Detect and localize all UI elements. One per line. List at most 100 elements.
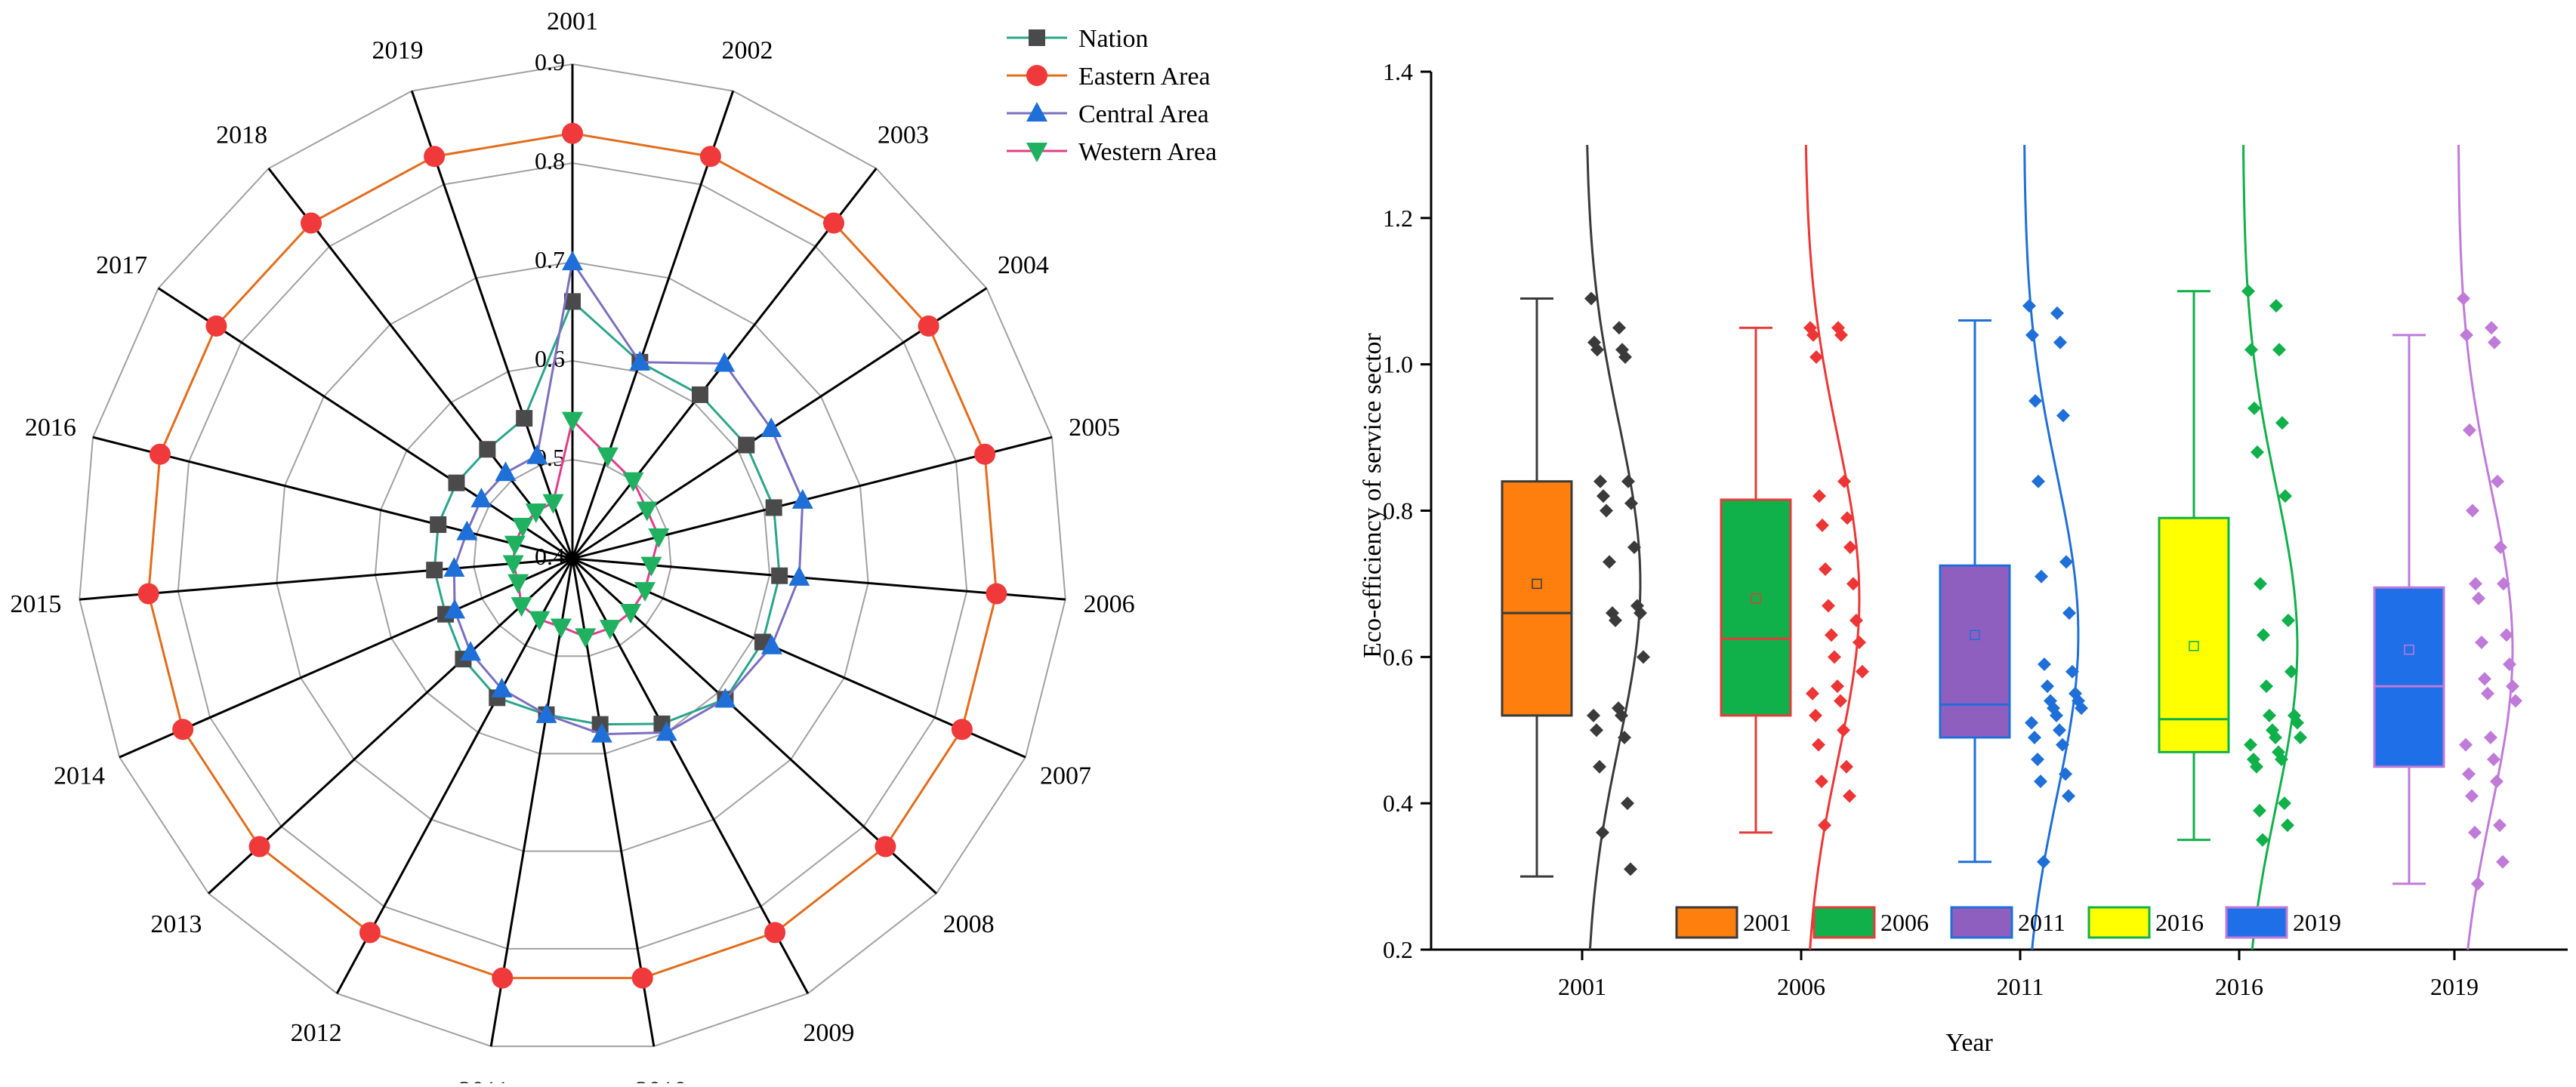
box-legend-label: 2019 bbox=[2293, 909, 2341, 936]
radar-chart-panel: 0.4 0.5 0.6 0.7 0.8 0.9 2001 2002 2003 2004 2005 20… bbox=[10, 8, 1217, 1087]
data-point bbox=[1590, 723, 1603, 737]
radar-marker bbox=[562, 411, 583, 432]
data-point bbox=[2075, 701, 2088, 716]
radar-marker bbox=[512, 518, 534, 538]
x-tick-label: 2011 bbox=[1997, 973, 2044, 1000]
radar-spoke bbox=[157, 287, 573, 560]
data-point bbox=[2457, 291, 2470, 306]
y-tick-label: 0.6 bbox=[1383, 643, 1413, 670]
data-point bbox=[2059, 767, 2072, 781]
data-point bbox=[2506, 679, 2519, 694]
data-point bbox=[2493, 818, 2507, 833]
x-tick-label: 2001 bbox=[1558, 973, 1606, 1000]
radar-category-label: 2006 bbox=[1084, 590, 1135, 618]
radar-spoke bbox=[410, 91, 574, 559]
data-point bbox=[2463, 423, 2476, 437]
radar-legend-label: Nation bbox=[1078, 25, 1149, 53]
data-point bbox=[1600, 503, 1613, 518]
data-point bbox=[1612, 321, 1626, 335]
box-legend-label: 2016 bbox=[2155, 909, 2204, 936]
data-point bbox=[2488, 335, 2501, 350]
radar-marker bbox=[599, 620, 621, 640]
radar-marker bbox=[765, 499, 782, 516]
data-point bbox=[2291, 716, 2304, 730]
box-iqr bbox=[1939, 564, 2011, 739]
radar-marker bbox=[507, 574, 529, 594]
data-point bbox=[1627, 540, 1641, 554]
data-point bbox=[1816, 518, 1829, 532]
radar-marker bbox=[591, 722, 612, 743]
radar-tick-label: 0.9 bbox=[535, 48, 565, 75]
data-point bbox=[2494, 540, 2507, 554]
data-point bbox=[2478, 672, 2491, 686]
radar-marker bbox=[535, 703, 557, 723]
data-point bbox=[2241, 284, 2255, 298]
radar-category-label: 2012 bbox=[291, 1019, 342, 1047]
radar-spoke bbox=[119, 557, 573, 759]
data-point bbox=[1815, 774, 1828, 789]
radar-legend-item: Nation bbox=[1007, 25, 1149, 53]
data-point bbox=[2469, 577, 2482, 591]
radar-category-label: 2004 bbox=[998, 251, 1049, 279]
radar-marker bbox=[986, 583, 1007, 605]
data-point bbox=[2256, 833, 2269, 847]
radar-category-label: 2009 bbox=[803, 1019, 854, 1047]
radar-marker bbox=[529, 611, 551, 631]
data-point bbox=[1593, 759, 1606, 774]
data-point bbox=[2244, 737, 2257, 752]
data-point bbox=[2056, 737, 2069, 752]
data-point bbox=[1856, 664, 1869, 679]
data-point bbox=[2059, 555, 2073, 569]
box-legend-swatch bbox=[1675, 906, 1738, 939]
radar-category-label: 2011 bbox=[458, 1076, 509, 1083]
radar-marker bbox=[622, 472, 644, 492]
mean-marker bbox=[2404, 644, 2414, 655]
mean-marker bbox=[1970, 630, 1980, 641]
data-point bbox=[1837, 474, 1851, 488]
radar-marker bbox=[597, 447, 619, 467]
radar-spoke bbox=[572, 287, 988, 560]
radar-marker bbox=[511, 597, 532, 617]
radar-tick-label: 0.8 bbox=[535, 147, 565, 174]
radar-category-label: 2016 bbox=[25, 414, 76, 442]
x-axis-title: Year bbox=[1945, 1029, 1993, 1057]
radar-marker bbox=[444, 599, 466, 619]
data-point bbox=[2260, 679, 2273, 694]
data-point bbox=[2278, 796, 2291, 811]
radar-category-label: 2002 bbox=[722, 37, 773, 65]
radar-category-label: 2015 bbox=[10, 590, 61, 618]
data-point bbox=[2035, 569, 2048, 584]
box-legend-item: 2016 bbox=[2087, 906, 2204, 939]
radar-marker bbox=[764, 922, 786, 944]
data-point bbox=[1637, 650, 1650, 664]
data-point bbox=[1831, 679, 1844, 694]
data-point bbox=[2028, 394, 2042, 408]
y-tick-label: 1.0 bbox=[1383, 351, 1413, 378]
data-point bbox=[1840, 511, 1854, 525]
radar-marker bbox=[788, 565, 810, 586]
radar-series-nation bbox=[426, 293, 788, 733]
data-point bbox=[1603, 555, 1616, 569]
data-point bbox=[2491, 474, 2504, 488]
radar-spoke bbox=[208, 557, 574, 895]
data-point bbox=[1596, 825, 1609, 839]
radar-marker bbox=[470, 488, 492, 508]
radar-category-label: 2010 bbox=[635, 1076, 686, 1083]
data-point bbox=[1809, 350, 1823, 364]
data-point bbox=[2034, 774, 2047, 789]
box-legend-item: 2019 bbox=[2225, 906, 2341, 939]
radar-series-line bbox=[147, 132, 998, 980]
radar-radial-ticks: 0.40.50.60.70.80.9 bbox=[535, 48, 565, 570]
data-point bbox=[1590, 343, 1604, 357]
box-legend-swatch bbox=[1950, 906, 2013, 939]
data-point bbox=[2503, 657, 2516, 672]
data-point bbox=[1834, 694, 1847, 708]
radar-category-label: 2001 bbox=[547, 8, 598, 35]
data-point bbox=[2275, 753, 2288, 767]
radar-marker bbox=[516, 410, 533, 427]
box-legend-item: 2006 bbox=[1812, 906, 1929, 939]
y-tick-label: 0.8 bbox=[1383, 497, 1413, 525]
radar-marker bbox=[504, 535, 526, 556]
data-point bbox=[2471, 876, 2485, 891]
y-axis-title: Eco-efficiency of service sector bbox=[1359, 332, 1387, 657]
